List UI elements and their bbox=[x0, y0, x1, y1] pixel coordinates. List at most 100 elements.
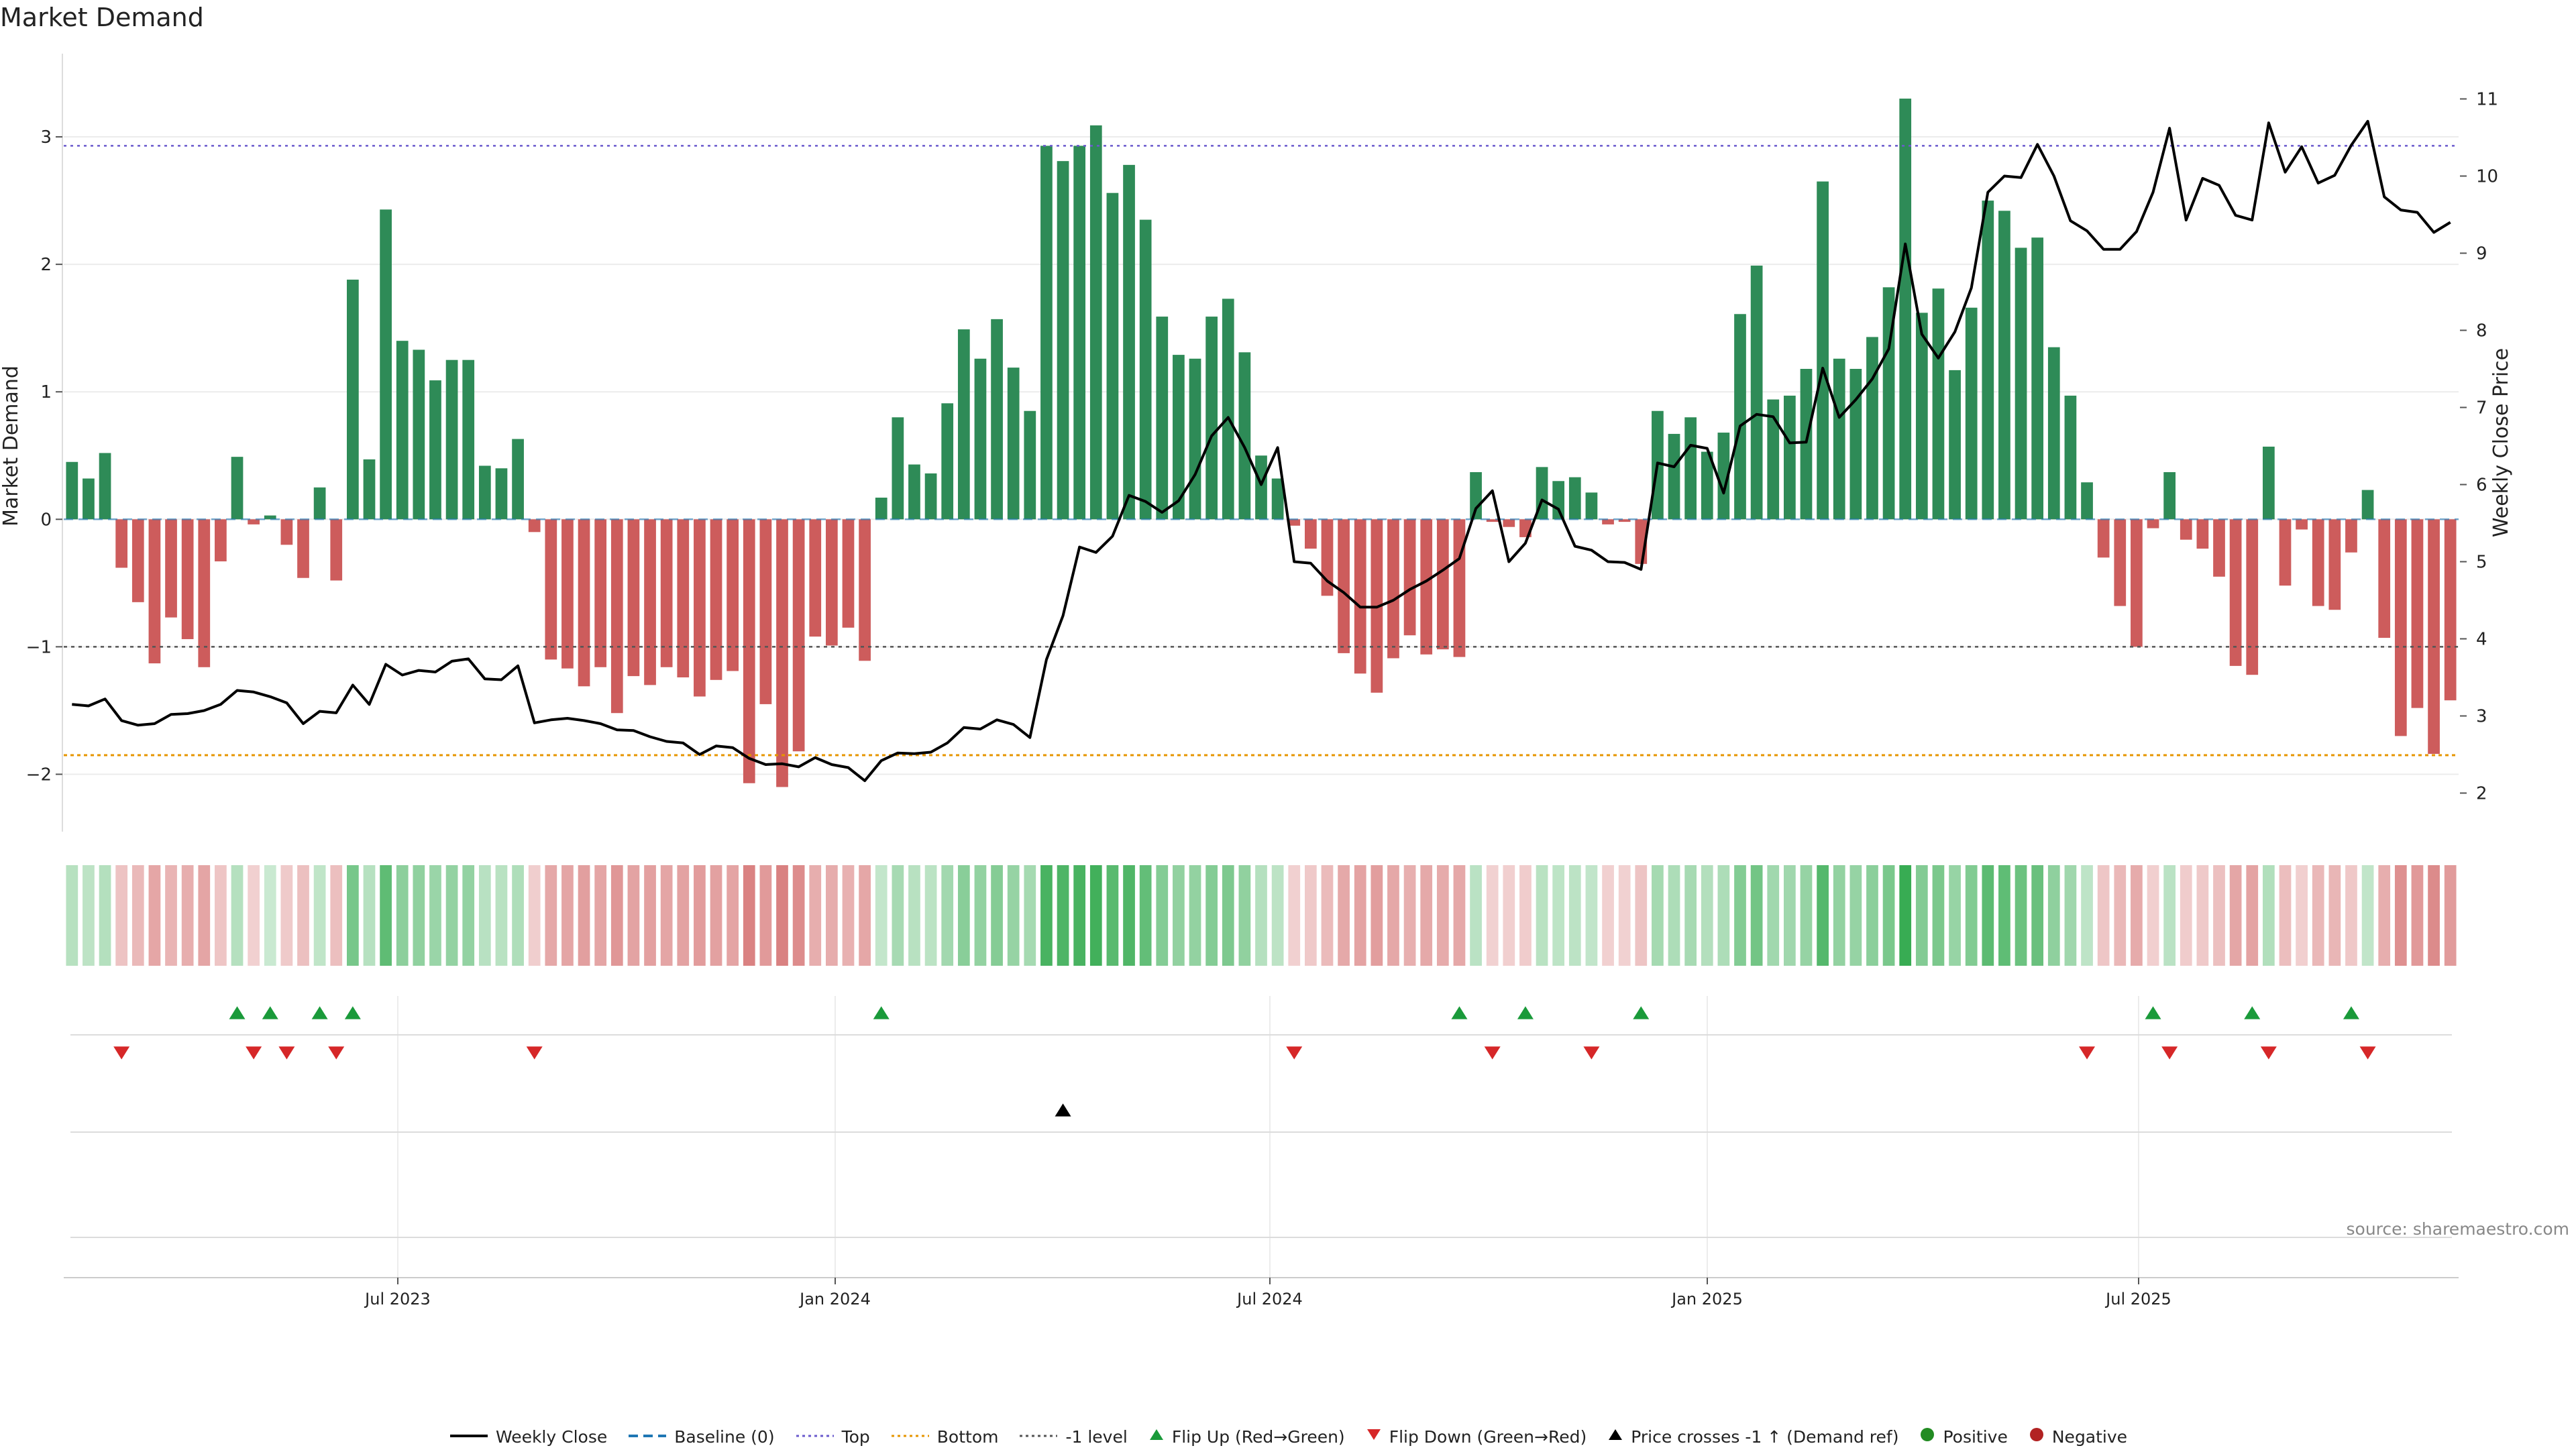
right-tick-label: 9 bbox=[2476, 244, 2487, 264]
dashed-line-icon bbox=[627, 1427, 667, 1447]
demand-bar bbox=[792, 519, 805, 752]
grid-lines bbox=[64, 136, 2459, 1281]
heat-strip-cell bbox=[859, 865, 871, 966]
legend-label: Price crosses -1 ↑ (Demand ref) bbox=[1631, 1427, 1899, 1447]
demand-bar bbox=[1882, 287, 1895, 520]
heat-strip-cell bbox=[694, 865, 706, 966]
heat-strip-cell bbox=[1205, 865, 1218, 966]
heat-strip-cell bbox=[825, 865, 838, 966]
legend-item-baseline: Baseline (0) bbox=[627, 1427, 775, 1447]
demand-bar bbox=[495, 468, 508, 520]
heat-strip-cell bbox=[1139, 865, 1152, 966]
demand-bar bbox=[1436, 519, 1449, 650]
heat-strip-cell bbox=[1684, 865, 1697, 966]
heat-strip-cell bbox=[2081, 865, 2093, 966]
heat-strip-cell bbox=[1767, 865, 1780, 966]
heat-strip-cell bbox=[1387, 865, 1399, 966]
heat-strip-cell bbox=[776, 865, 788, 966]
heat-strip-cell bbox=[1585, 865, 1598, 966]
heat-strip-cell bbox=[528, 865, 541, 966]
demand-bar bbox=[413, 349, 425, 520]
heat-strip-cell bbox=[2196, 865, 2209, 966]
demand-bar bbox=[2246, 519, 2259, 675]
demand-bar bbox=[1106, 192, 1119, 520]
demand-bar bbox=[2428, 519, 2440, 755]
heat-strip-cell bbox=[792, 865, 805, 966]
legend-item-weekly-close: Weekly Close bbox=[449, 1427, 607, 1447]
legend-label: Flip Down (Green→Red) bbox=[1389, 1427, 1587, 1447]
heat-strip-cell bbox=[1156, 865, 1169, 966]
demand-bar bbox=[1288, 519, 1301, 526]
demand-bar bbox=[941, 403, 954, 520]
heat-strip-cell bbox=[297, 865, 309, 966]
demand-bar bbox=[165, 519, 177, 618]
heat-strip-cell bbox=[1089, 865, 1102, 966]
heat-strip-cell bbox=[809, 865, 822, 966]
heat-strip-cell bbox=[248, 865, 260, 966]
heat-strip-cell bbox=[2180, 865, 2192, 966]
demand-bar bbox=[1304, 519, 1317, 549]
demand-bar bbox=[346, 279, 359, 520]
legend-item-negative: Negative bbox=[2028, 1427, 2127, 1447]
heat-strip-cell bbox=[991, 865, 1003, 966]
heat-strip-cell bbox=[1783, 865, 1796, 966]
circle-icon bbox=[1919, 1427, 1936, 1447]
right-tick-label: 10 bbox=[2476, 167, 2498, 187]
demand-bar bbox=[1783, 395, 1796, 520]
demand-bar bbox=[1932, 288, 1945, 520]
demand-bar bbox=[1734, 314, 1746, 520]
heat-strip-cell bbox=[99, 865, 111, 966]
heat-strip-cell bbox=[148, 865, 161, 966]
demand-bar bbox=[231, 457, 244, 520]
heat-strip-cell bbox=[2064, 865, 2077, 966]
heat-strip-cell bbox=[363, 865, 376, 966]
right-tick-label: 7 bbox=[2476, 398, 2487, 419]
demand-bar bbox=[1767, 399, 1780, 520]
source-note: source: sharemaestro.com bbox=[2346, 1219, 2570, 1239]
demand-bar bbox=[1668, 433, 1680, 520]
demand-bar bbox=[1470, 471, 1482, 520]
legend-item-minus1: -1 level bbox=[1018, 1427, 1128, 1447]
demand-bar bbox=[1486, 519, 1499, 522]
demand-bar bbox=[1849, 369, 1862, 520]
heat-strip-cell bbox=[1982, 865, 1994, 966]
demand-bar bbox=[148, 519, 161, 664]
heat-strip-cell bbox=[842, 865, 855, 966]
chart-legend: Weekly Close Baseline (0) Top Bottom -1 leve… bbox=[0, 1423, 2576, 1450]
demand-bar bbox=[215, 519, 227, 562]
heat-strip-cell bbox=[1173, 865, 1185, 966]
heat-strip-cell bbox=[545, 865, 557, 966]
legend-label: Positive bbox=[1943, 1427, 2008, 1447]
x-tick-label: Jul 2023 bbox=[364, 1290, 431, 1308]
heat-strip-cell bbox=[1007, 865, 1020, 966]
demand-bar bbox=[2345, 519, 2357, 553]
heat-strip-cell bbox=[561, 865, 574, 966]
demand-bar bbox=[512, 439, 524, 520]
demand-bar bbox=[2114, 519, 2127, 606]
demand-bar bbox=[1189, 358, 1201, 520]
demand-bar bbox=[2262, 446, 2275, 520]
heat-strip-cell bbox=[2411, 865, 2424, 966]
demand-bar bbox=[2163, 471, 2176, 520]
heat-strip-cell bbox=[1701, 865, 1713, 966]
heat-strip-cell bbox=[1652, 865, 1664, 966]
heat-strip-cell bbox=[380, 865, 392, 966]
triangle-up-icon bbox=[1607, 1427, 1624, 1447]
heat-strip-cell bbox=[2114, 865, 2127, 966]
demand-bar bbox=[1833, 358, 1845, 520]
demand-bar bbox=[1007, 368, 1020, 520]
demand-bar bbox=[478, 465, 491, 520]
heat-strip-cell bbox=[83, 865, 95, 966]
flip-up-marker bbox=[2343, 1006, 2359, 1019]
demand-bar bbox=[280, 519, 293, 545]
heat-strip-cell bbox=[1536, 865, 1548, 966]
heat-strip-cell bbox=[429, 865, 441, 966]
heat-strip-cell bbox=[1024, 865, 1036, 966]
heat-strip-cell bbox=[1568, 865, 1581, 966]
heat-strip-cell bbox=[1123, 865, 1135, 966]
legend-item-flip-up: Flip Up (Red→Green) bbox=[1148, 1427, 1345, 1447]
demand-bar bbox=[2411, 519, 2424, 708]
demand-bar bbox=[2180, 519, 2192, 540]
heat-strip-cell bbox=[198, 865, 211, 966]
demand-bar bbox=[644, 519, 656, 685]
